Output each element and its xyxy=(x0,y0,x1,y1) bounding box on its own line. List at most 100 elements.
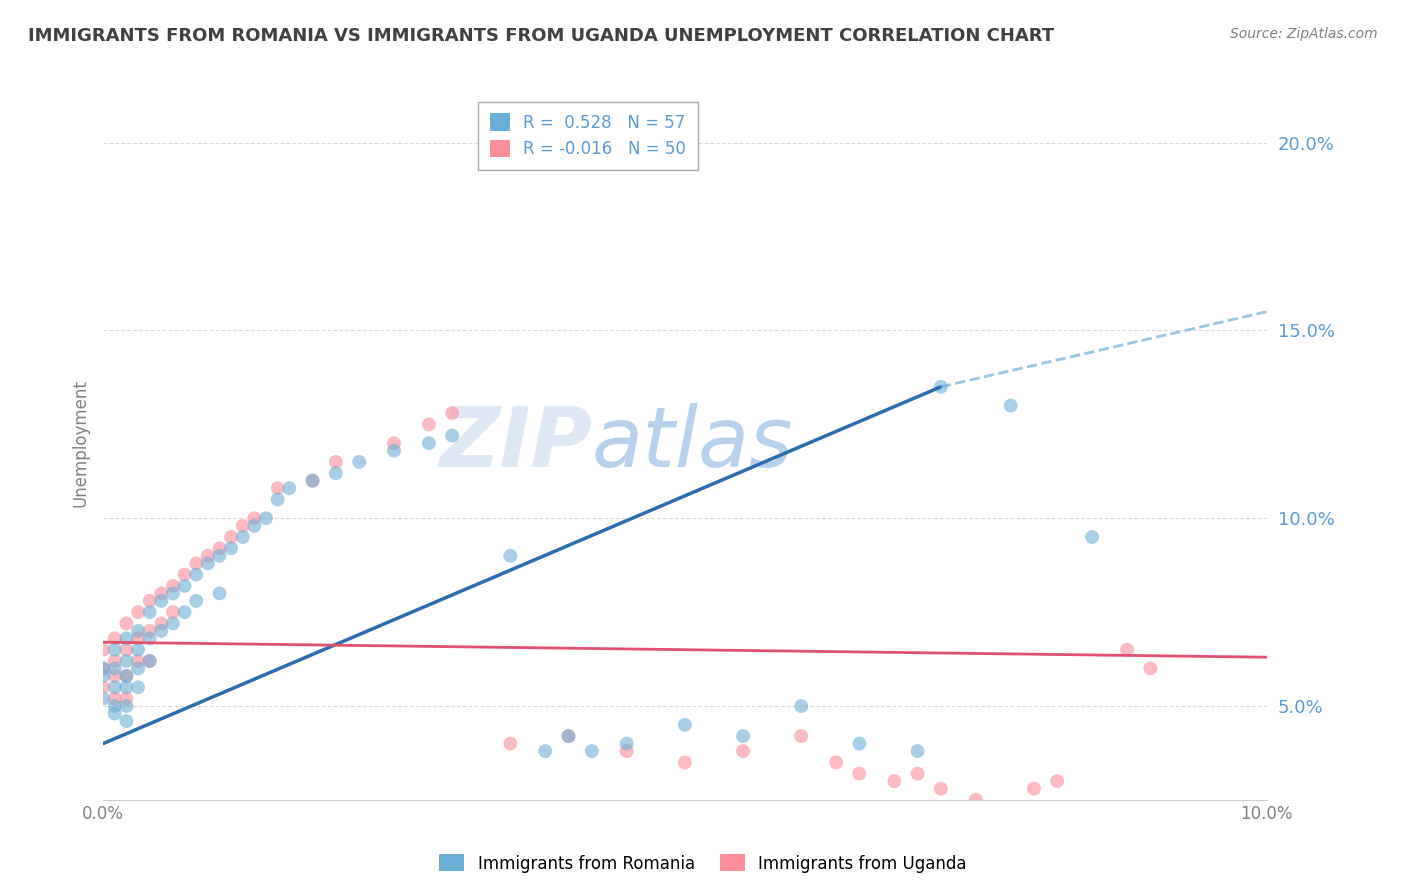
Point xyxy=(208,549,231,563)
Point xyxy=(104,654,127,668)
Point xyxy=(347,455,370,469)
Point xyxy=(115,654,138,668)
Point xyxy=(243,518,266,533)
Point xyxy=(127,632,149,646)
Point xyxy=(325,466,347,480)
Point xyxy=(731,744,754,758)
Point xyxy=(115,680,138,694)
Point xyxy=(441,428,464,442)
Point xyxy=(104,691,127,706)
Point xyxy=(162,605,184,619)
Point xyxy=(91,669,114,683)
Point xyxy=(325,455,347,469)
Point xyxy=(91,661,114,675)
Point xyxy=(418,436,440,450)
Point xyxy=(616,737,638,751)
Point xyxy=(138,624,160,638)
Point xyxy=(104,680,127,694)
Point xyxy=(150,624,173,638)
Point xyxy=(162,616,184,631)
Point xyxy=(104,706,127,721)
Point xyxy=(115,714,138,728)
Point xyxy=(266,492,288,507)
Point xyxy=(581,744,603,758)
Point xyxy=(104,699,127,714)
Point xyxy=(115,632,138,646)
Point xyxy=(965,793,987,807)
Legend: Immigrants from Romania, Immigrants from Uganda: Immigrants from Romania, Immigrants from… xyxy=(433,847,973,880)
Point xyxy=(91,680,114,694)
Point xyxy=(127,680,149,694)
Point xyxy=(173,605,195,619)
Point xyxy=(138,632,160,646)
Point xyxy=(243,511,266,525)
Point xyxy=(104,632,127,646)
Point xyxy=(848,766,870,780)
Point xyxy=(115,699,138,714)
Point xyxy=(186,557,208,571)
Point xyxy=(162,586,184,600)
Point xyxy=(115,669,138,683)
Point xyxy=(162,579,184,593)
Point xyxy=(254,511,277,525)
Point xyxy=(825,756,848,770)
Point xyxy=(790,699,813,714)
Y-axis label: Unemployment: Unemployment xyxy=(72,379,89,507)
Point xyxy=(266,481,288,495)
Point xyxy=(104,642,127,657)
Point xyxy=(1116,642,1139,657)
Point xyxy=(127,654,149,668)
Point xyxy=(232,530,254,544)
Point xyxy=(173,567,195,582)
Point xyxy=(441,406,464,420)
Point xyxy=(150,616,173,631)
Point xyxy=(219,541,242,556)
Point xyxy=(115,642,138,657)
Point xyxy=(499,737,522,751)
Point xyxy=(173,579,195,593)
Point xyxy=(91,691,114,706)
Point xyxy=(104,669,127,683)
Point xyxy=(673,718,696,732)
Point xyxy=(186,567,208,582)
Point xyxy=(138,605,160,619)
Point xyxy=(197,557,219,571)
Point xyxy=(127,642,149,657)
Point xyxy=(115,691,138,706)
Point xyxy=(301,474,323,488)
Legend: R =  0.528   N = 57, R = -0.016   N = 50: R = 0.528 N = 57, R = -0.016 N = 50 xyxy=(478,102,697,169)
Point xyxy=(197,549,219,563)
Point xyxy=(1081,530,1104,544)
Point xyxy=(929,380,952,394)
Point xyxy=(115,616,138,631)
Point xyxy=(104,661,127,675)
Point xyxy=(1046,774,1069,789)
Point xyxy=(1000,399,1022,413)
Text: atlas: atlas xyxy=(592,402,793,483)
Point xyxy=(382,436,405,450)
Point xyxy=(219,530,242,544)
Point xyxy=(232,518,254,533)
Point xyxy=(907,766,929,780)
Point xyxy=(883,774,905,789)
Point xyxy=(91,661,114,675)
Point xyxy=(138,594,160,608)
Point xyxy=(557,729,579,743)
Point xyxy=(557,729,579,743)
Point xyxy=(1022,781,1045,796)
Point xyxy=(91,642,114,657)
Text: IMMIGRANTS FROM ROMANIA VS IMMIGRANTS FROM UGANDA UNEMPLOYMENT CORRELATION CHART: IMMIGRANTS FROM ROMANIA VS IMMIGRANTS FR… xyxy=(28,27,1054,45)
Point xyxy=(382,443,405,458)
Point xyxy=(1139,661,1161,675)
Point xyxy=(127,661,149,675)
Point xyxy=(278,481,301,495)
Point xyxy=(138,654,160,668)
Point xyxy=(186,594,208,608)
Point xyxy=(301,474,323,488)
Point xyxy=(534,744,557,758)
Point xyxy=(499,549,522,563)
Point xyxy=(616,744,638,758)
Point xyxy=(907,744,929,758)
Point xyxy=(790,729,813,743)
Point xyxy=(418,417,440,432)
